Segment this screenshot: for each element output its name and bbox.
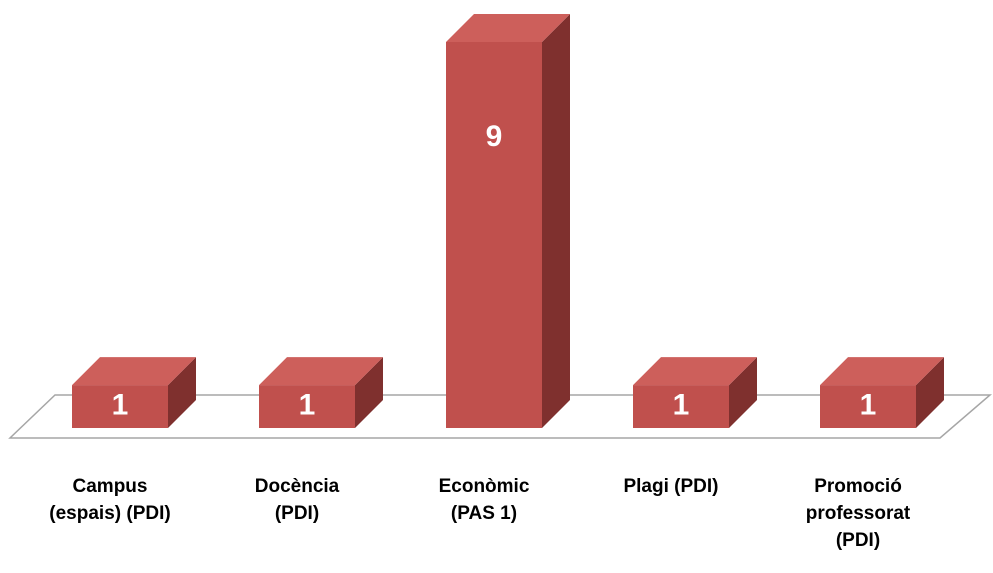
bar (446, 42, 542, 428)
x-tick-label: Docència (PDI) (254, 476, 340, 524)
bar-top (820, 357, 944, 386)
bar (820, 385, 916, 428)
bar-top (446, 14, 570, 42)
data-label: 1 (299, 388, 316, 421)
x-tick-label: Promoció professorat (PDI) (805, 476, 911, 551)
bar-top (72, 357, 196, 386)
bar (633, 385, 729, 428)
bar-side (355, 357, 383, 428)
x-tick-label: Campus (espais) (PDI) (49, 476, 171, 524)
data-label: 1 (860, 388, 877, 421)
x-tick-label: Plagi (PDI) (623, 476, 719, 497)
x-tick-label: Econòmic (PAS 1) (438, 476, 530, 524)
data-label: 1 (112, 388, 129, 421)
bar-side (916, 357, 944, 428)
bar-top (633, 357, 757, 386)
bar (259, 385, 355, 428)
bar-side (729, 357, 757, 428)
data-label: 1 (673, 388, 690, 421)
bar-side (168, 357, 196, 428)
data-label: 9 (486, 120, 503, 153)
bar-top (259, 357, 383, 386)
bar-side (542, 14, 570, 428)
bar (72, 385, 168, 428)
